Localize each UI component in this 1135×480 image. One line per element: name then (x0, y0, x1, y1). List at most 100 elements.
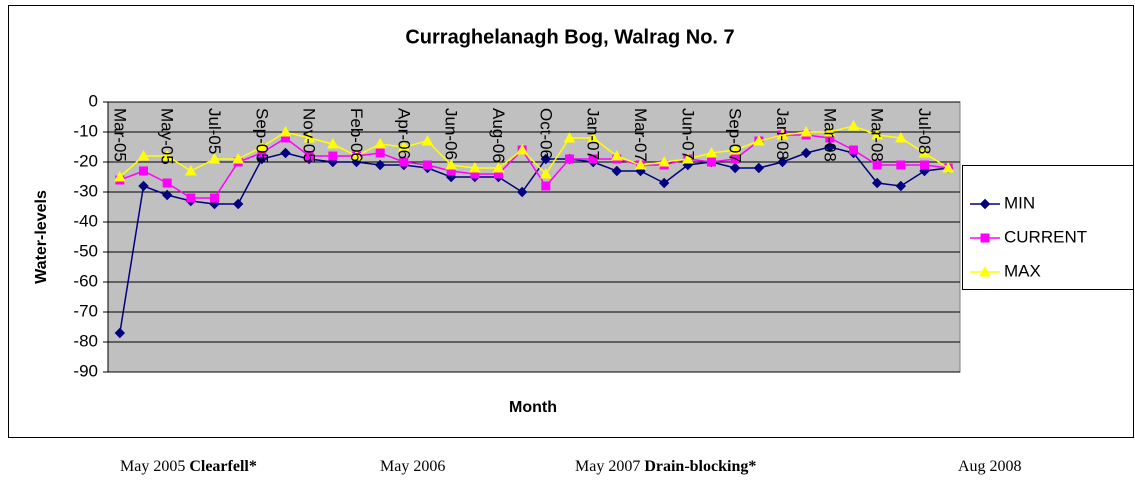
footnote: May 2005 Clearfell* (120, 458, 257, 475)
legend-marker (980, 233, 990, 243)
x-tick-label: Jun-06 (442, 108, 461, 160)
marker (350, 149, 363, 161)
footnote-date: May 2007 (575, 458, 640, 475)
chart-title: Curraghelanagh Bog, Walrag No. 7 (405, 26, 734, 48)
marker (658, 177, 670, 189)
y-tick-label: -10 (73, 121, 98, 140)
y-tick-label: -30 (73, 181, 98, 200)
legend-label: MIN (1004, 193, 1035, 212)
x-tick-label: Jul-08 (915, 108, 934, 154)
marker (328, 151, 338, 161)
marker (611, 165, 623, 177)
marker (920, 160, 929, 170)
marker (849, 145, 858, 155)
x-tick-label: Sep-05 (252, 108, 271, 163)
marker (399, 157, 409, 167)
plot-area (107, 101, 961, 373)
marker (634, 158, 647, 170)
x-tick-label: Oct-06 (536, 108, 555, 159)
x-tick-label: Mar-05 (110, 108, 129, 162)
marker (374, 137, 387, 149)
y-tick-label: -90 (73, 361, 98, 380)
y-tick-label: 0 (89, 91, 98, 110)
footnote: May 2006 (380, 458, 445, 475)
marker (114, 327, 126, 339)
marker (255, 140, 268, 152)
marker (161, 149, 174, 161)
x-tick-label: Jul-05 (205, 108, 224, 154)
marker (113, 170, 126, 182)
marker (162, 178, 172, 188)
marker (587, 131, 600, 143)
x-axis-label: Month (509, 399, 557, 416)
y-axis-label: Water-levels (33, 190, 50, 284)
marker (161, 189, 173, 201)
legend-marker (979, 198, 991, 210)
footnote-date: May 2005 (120, 458, 185, 475)
marker (540, 153, 552, 165)
marker (847, 119, 860, 131)
marker (824, 141, 836, 153)
marker (705, 146, 718, 158)
marker (210, 193, 219, 203)
marker (753, 162, 765, 174)
marker (871, 128, 884, 140)
marker (421, 134, 434, 146)
marker (541, 181, 551, 191)
marker (326, 137, 339, 149)
marker (186, 193, 196, 203)
x-tick-label: Nov-05 (300, 108, 319, 163)
marker (800, 147, 812, 159)
footnote-event: Clearfell* (189, 458, 257, 475)
x-tick-label: Feb-06 (347, 108, 366, 162)
marker (232, 152, 245, 164)
y-tick-label: -60 (73, 271, 98, 290)
x-tick-label: Jan-08 (773, 108, 792, 160)
marker (871, 177, 883, 189)
footnote: Aug 2008 (958, 458, 1022, 475)
legend-label: MAX (1004, 261, 1041, 280)
marker (800, 125, 813, 137)
x-tick-label: Jun-07 (678, 108, 697, 160)
marker (707, 157, 716, 167)
marker (610, 149, 623, 161)
marker (565, 154, 574, 164)
marker (184, 164, 197, 176)
marker (681, 152, 694, 164)
marker (516, 143, 529, 155)
marker (918, 146, 931, 158)
marker (303, 131, 316, 143)
footnote-date: Aug 2008 (958, 458, 1022, 475)
footnote-date: May 2006 (380, 458, 445, 475)
marker (776, 128, 789, 140)
marker (658, 155, 671, 167)
marker (208, 152, 221, 164)
marker (139, 166, 148, 176)
marker (752, 134, 765, 146)
marker (374, 159, 386, 171)
marker (896, 160, 906, 170)
y-tick-label: -40 (73, 211, 98, 230)
marker (280, 147, 291, 159)
legend-marker (979, 265, 991, 277)
marker (894, 131, 907, 143)
x-tick-label: Mar-07 (631, 108, 650, 162)
marker (137, 149, 150, 161)
marker (823, 125, 836, 137)
x-tick-label: Sep-07 (726, 108, 745, 163)
marker (942, 161, 955, 173)
footnote: May 2007 Drain-blocking* (575, 458, 756, 475)
legend-label: CURRENT (1004, 227, 1087, 246)
marker (304, 151, 314, 161)
marker (539, 167, 552, 179)
marker (777, 156, 788, 168)
marker (138, 180, 149, 192)
x-tick-label: Jan-07 (584, 108, 603, 160)
marker (232, 198, 244, 210)
marker (872, 160, 882, 170)
x-tick-label: Mar-08 (868, 108, 887, 162)
y-tick-label: -70 (73, 301, 98, 320)
x-tick-label: Aug-06 (489, 108, 508, 163)
x-tick-label: Mar-08 (820, 108, 839, 162)
